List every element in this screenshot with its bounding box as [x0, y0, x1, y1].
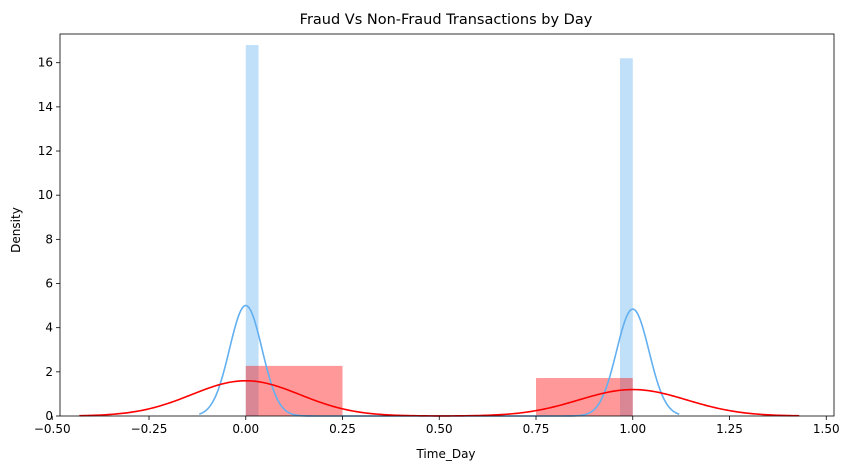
- y-tick-label: 2: [45, 365, 53, 379]
- y-tick-label: 14: [38, 100, 53, 114]
- x-tick-label: 1.50: [813, 422, 840, 436]
- x-axis-label: Time_Day: [415, 447, 475, 461]
- kde-line-3: [79, 379, 800, 417]
- y-tick-label: 16: [38, 56, 53, 70]
- hist-bar-0-1: [619, 58, 633, 417]
- x-tick-label: 0.50: [426, 422, 453, 436]
- y-axis-label: Density: [9, 207, 23, 253]
- x-tick-label: −0.25: [131, 422, 168, 436]
- x-tick-label: 1.25: [716, 422, 743, 436]
- chart-title: Fraud Vs Non-Fraud Transactions by Day: [300, 12, 593, 28]
- y-tick-label: 10: [38, 188, 53, 202]
- x-tick-label: −0.50: [34, 422, 71, 436]
- hist-bar-1-1: [536, 378, 633, 416]
- axes-frame: [59, 33, 835, 417]
- y-tick-label: 6: [45, 277, 53, 291]
- x-tick-label: 1.00: [619, 422, 646, 436]
- y-tick-label: 0: [45, 409, 53, 423]
- hist-bar-0-0: [245, 45, 259, 416]
- y-tick-label: 8: [45, 232, 53, 246]
- y-tick-label: 4: [45, 321, 53, 335]
- x-tick-label: 0.00: [232, 422, 259, 436]
- plot-area: [79, 45, 800, 417]
- y-tick-label: 12: [38, 144, 53, 158]
- hist-bar-1-0: [245, 365, 343, 416]
- axes: −0.50 −0.25 0.00 0.25 0.50 0.75 1.00 1.25 1.50 0 2…: [34, 33, 840, 436]
- x-tick-label: 0.75: [523, 422, 550, 436]
- x-tick-label: 0.25: [329, 422, 356, 436]
